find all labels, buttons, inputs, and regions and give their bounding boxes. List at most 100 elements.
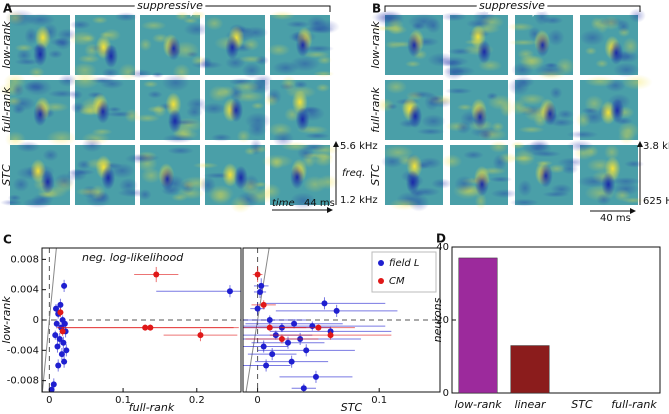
texture <box>313 70 335 77</box>
texture <box>557 109 574 120</box>
point <box>153 271 160 278</box>
row-label: full-rank <box>369 87 382 133</box>
texture <box>141 167 162 184</box>
texture <box>12 177 30 192</box>
row-label: low-rank <box>369 21 382 69</box>
texture <box>304 132 330 139</box>
texture <box>167 146 194 155</box>
texture <box>147 90 163 99</box>
texture <box>518 93 547 106</box>
blob <box>33 42 48 67</box>
plot-frame <box>242 247 441 393</box>
legend-label: field L <box>389 258 420 269</box>
point <box>266 324 273 331</box>
texture <box>242 38 260 51</box>
texture <box>303 51 330 59</box>
blob <box>295 33 310 58</box>
blob <box>538 163 553 188</box>
point <box>61 320 68 327</box>
texture <box>124 153 156 164</box>
blob <box>229 98 244 123</box>
point <box>258 282 265 289</box>
blob <box>473 105 488 130</box>
point <box>59 328 66 335</box>
texture <box>489 176 513 183</box>
texture <box>383 145 414 160</box>
texture <box>614 189 631 202</box>
texture <box>46 129 77 147</box>
x-axis-label: full-rank <box>129 401 175 414</box>
point <box>254 271 261 278</box>
texture <box>444 87 473 95</box>
texture <box>269 10 296 21</box>
point <box>284 339 291 346</box>
blob <box>405 170 420 195</box>
texture <box>622 37 639 56</box>
point <box>48 386 55 392</box>
texture <box>474 192 487 210</box>
texture <box>205 16 224 31</box>
point <box>333 307 340 314</box>
blob <box>609 40 624 65</box>
texture <box>201 102 227 115</box>
point <box>54 343 61 350</box>
time-scale: 40 ms <box>600 213 631 224</box>
point <box>197 332 204 339</box>
point <box>58 351 65 358</box>
point <box>291 320 298 327</box>
point <box>56 335 63 342</box>
texture <box>548 164 566 174</box>
texture <box>509 198 539 207</box>
texture <box>81 137 103 153</box>
texture <box>517 48 535 60</box>
texture <box>424 92 440 111</box>
texture <box>263 94 279 107</box>
point <box>63 347 70 354</box>
x-tick-label: full-rank <box>611 398 657 411</box>
point <box>52 332 59 339</box>
texture <box>408 193 430 212</box>
texture <box>151 71 164 79</box>
texture <box>162 134 195 144</box>
texture <box>267 43 291 57</box>
texture <box>5 10 26 25</box>
freq-low: 1.2 kHz <box>340 195 378 206</box>
texture <box>236 129 251 144</box>
point <box>55 362 62 369</box>
x-tick-label: low-rank <box>454 398 502 411</box>
point <box>257 288 264 295</box>
group-label: suppressive <box>137 0 203 12</box>
texture <box>247 121 268 138</box>
texture <box>142 80 159 88</box>
panel-letter: A <box>3 2 13 16</box>
texture <box>616 19 631 33</box>
legend-label: CM <box>389 276 405 287</box>
row-label: STC <box>0 164 13 186</box>
point <box>60 339 67 346</box>
point <box>266 317 273 323</box>
chart-title: neg. log-likelihood <box>82 251 184 264</box>
texture <box>252 74 274 87</box>
point <box>147 324 154 331</box>
blob <box>101 165 116 190</box>
y-axis-label: low-rank <box>0 296 13 344</box>
blob <box>477 39 492 64</box>
texture <box>316 152 334 161</box>
texture <box>161 73 190 92</box>
legend-box <box>371 251 437 293</box>
texture <box>595 59 609 68</box>
texture <box>566 139 594 152</box>
x-tick-label: 0.2 <box>189 395 205 406</box>
y-tick-label: 0 <box>33 315 39 326</box>
identity-line <box>42 248 57 392</box>
point <box>269 351 276 358</box>
texture <box>37 191 59 199</box>
texture <box>455 120 472 135</box>
texture <box>152 104 167 118</box>
texture <box>584 75 616 87</box>
point <box>57 301 64 308</box>
texture <box>549 86 563 100</box>
texture <box>421 114 446 129</box>
texture <box>303 175 327 193</box>
texture <box>405 60 421 68</box>
